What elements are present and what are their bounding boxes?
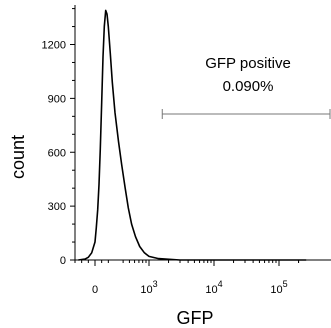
x-tick-label: 105 — [270, 279, 287, 296]
y-tick-label: 0 — [60, 255, 66, 267]
y-axis-title: count — [8, 135, 28, 179]
x-axis-title: GFP — [176, 308, 213, 328]
x-tick-label: 104 — [205, 279, 222, 296]
histogram-series-line — [78, 9, 307, 261]
gate-percentage: 0.090% — [223, 78, 274, 95]
y-tick-label: 1200 — [42, 40, 66, 52]
y-tick-label: 900 — [48, 93, 66, 105]
y-tick-label: 300 — [48, 201, 66, 213]
gate-label: GFP positive — [205, 55, 291, 72]
y-tick-label: 600 — [48, 147, 66, 159]
x-tick-label: 103 — [140, 279, 157, 296]
x-tick-label: 0 — [92, 284, 98, 296]
